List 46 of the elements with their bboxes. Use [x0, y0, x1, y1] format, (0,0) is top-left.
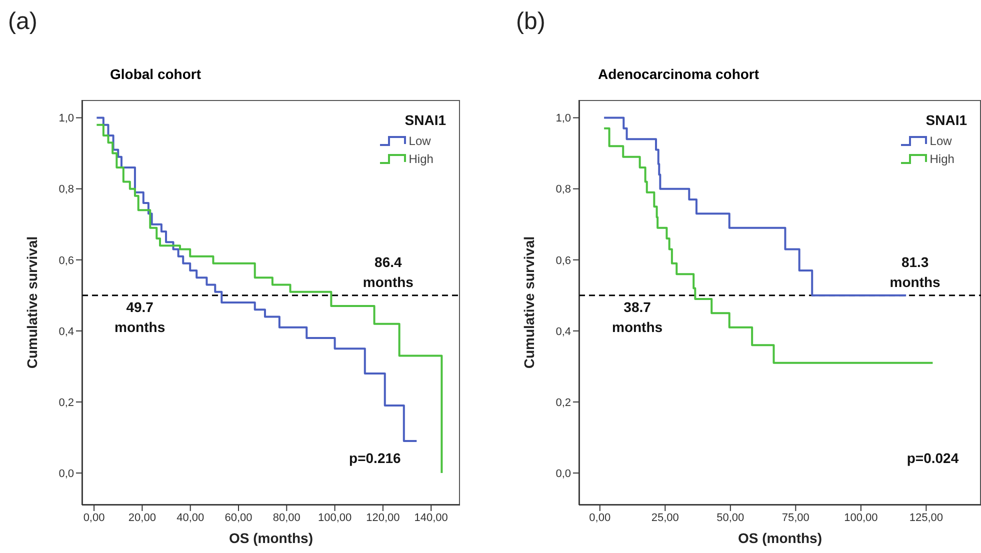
legend-title: SNAI1 — [926, 112, 967, 128]
legend-label: High — [408, 152, 434, 166]
legend-title: SNAI1 — [404, 112, 446, 128]
y-tick-label: 0,2 — [556, 396, 571, 409]
y-axis-title: Cumulative survival — [520, 236, 537, 369]
x-tick-label: 50,00 — [716, 512, 744, 524]
y-tick-label: 0,2 — [58, 396, 74, 409]
y-tick-label: 0,6 — [58, 254, 74, 267]
y-tick-label: 0,4 — [58, 326, 74, 338]
x-tick-label: 100,00 — [318, 512, 352, 524]
x-tick-label: 25,00 — [651, 512, 679, 524]
x-tick-label: 0,00 — [83, 512, 105, 524]
y-tick-label: 0,0 — [556, 468, 571, 480]
y-tick-label: 0,0 — [58, 468, 74, 480]
text: (b) — [516, 8, 546, 36]
annotation: p=0.216 — [348, 449, 402, 468]
x-tick-label: 120,00 — [366, 512, 400, 524]
legend-label: Low — [408, 134, 431, 148]
x-tick-label: 40,00 — [176, 512, 204, 524]
annotation: 86.4 months — [362, 253, 414, 292]
y-tick-label: 1,0 — [556, 112, 571, 125]
annotation: 81.3 months — [888, 253, 942, 292]
x-axis-title: OS (months) — [229, 530, 313, 546]
x-tick-label: 100,00 — [844, 512, 878, 524]
y-tick-label: 0,8 — [58, 184, 74, 196]
x-tick-label: 125,00 — [909, 512, 944, 524]
chart-title: Adenocarcinoma cohort — [598, 66, 760, 82]
x-tick-label: 0,00 — [589, 512, 611, 524]
annotation: 49.7 months — [114, 298, 166, 337]
x-tick-label: 140,00 — [414, 512, 448, 524]
annotation: p=0.024 — [906, 449, 960, 468]
y-tick-label: 0,4 — [556, 326, 571, 338]
legend-label: Low — [930, 134, 952, 148]
x-tick-label: 80,00 — [272, 512, 300, 524]
annotation: 38.7 months — [611, 298, 664, 337]
y-tick-label: 1,0 — [58, 112, 74, 125]
y-tick-label: 0,6 — [556, 254, 571, 267]
chart-title: Global cohort — [110, 66, 201, 82]
x-tick-label: 75,00 — [782, 512, 810, 524]
y-tick-label: 0,8 — [556, 184, 571, 196]
text: (a) — [8, 8, 38, 36]
x-tick-label: 20,00 — [128, 512, 156, 524]
legend-label: High — [930, 152, 954, 166]
x-tick-label: 60,00 — [224, 512, 252, 524]
y-axis-title: Cumulative survival — [24, 236, 40, 369]
x-axis-title: OS (months) — [738, 530, 822, 546]
